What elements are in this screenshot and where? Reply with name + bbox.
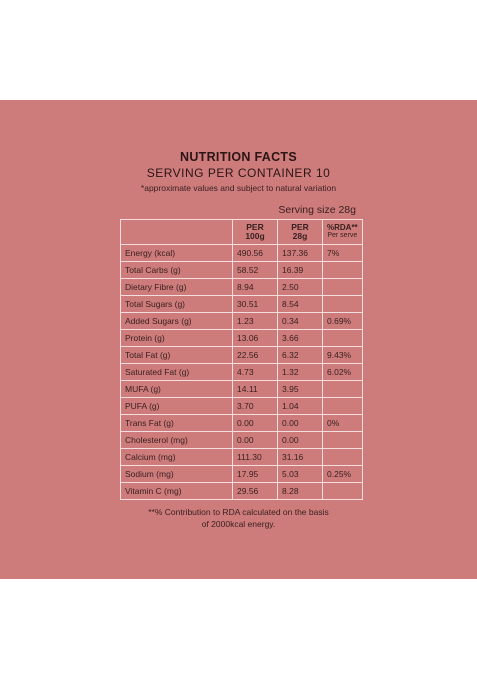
value-per-28g: 8.28 — [277, 482, 323, 500]
table-row: MUFA (g) 14.11 3.95 — [120, 380, 363, 398]
value-per-28g: 3.66 — [277, 329, 323, 347]
value-per-28g: 31.16 — [277, 448, 323, 466]
rda-footnote: **% Contribution to RDA calculated on th… — [0, 506, 477, 530]
value-rda — [322, 482, 363, 500]
nutrient-name: Calcium (mg) — [120, 448, 233, 466]
table-row: Sodium (mg) 17.95 5.03 0.25% — [120, 465, 363, 483]
table-row: Dietary Fibre (g) 8.94 2.50 — [120, 278, 363, 296]
nutrition-table: PER 100g PER 28g %RDA** Per serve Energy… — [120, 219, 363, 500]
nutrient-name: Added Sugars (g) — [120, 312, 233, 330]
table-row: Protein (g) 13.06 3.66 — [120, 329, 363, 347]
value-rda: 0% — [322, 414, 363, 432]
value-per-100g: 29.56 — [232, 482, 278, 500]
header-per-100g-line1: PER — [246, 222, 264, 232]
value-rda — [322, 261, 363, 279]
header-rda-line1: %RDA** — [327, 223, 358, 232]
value-per-100g: 30.51 — [232, 295, 278, 313]
table-row: PUFA (g) 3.70 1.04 — [120, 397, 363, 415]
value-per-28g: 3.95 — [277, 380, 323, 398]
value-per-28g: 5.03 — [277, 465, 323, 483]
value-rda: 0.25% — [322, 465, 363, 483]
value-rda — [322, 448, 363, 466]
table-row: Added Sugars (g) 1.23 0.34 0.69% — [120, 312, 363, 330]
value-per-100g: 0.00 — [232, 414, 278, 432]
header-per-100g: PER 100g — [232, 219, 278, 245]
value-per-28g: 16.39 — [277, 261, 323, 279]
table-header-row: PER 100g PER 28g %RDA** Per serve — [120, 219, 363, 245]
table-row: Energy (kcal) 490.56 137.36 7% — [120, 244, 363, 262]
nutrient-name: Total Carbs (g) — [120, 261, 233, 279]
value-per-28g: 1.04 — [277, 397, 323, 415]
header-nutrient — [120, 219, 233, 245]
table-row: Trans Fat (g) 0.00 0.00 0% — [120, 414, 363, 432]
value-per-28g: 0.34 — [277, 312, 323, 330]
value-rda — [322, 295, 363, 313]
header-per-100g-line2: 100g — [245, 231, 265, 241]
value-per-100g: 3.70 — [232, 397, 278, 415]
value-per-100g: 14.11 — [232, 380, 278, 398]
value-per-28g: 2.50 — [277, 278, 323, 296]
table-row: Vitamin C (mg) 29.56 8.28 — [120, 482, 363, 500]
value-per-28g: 137.36 — [277, 244, 323, 262]
nutrient-name: Trans Fat (g) — [120, 414, 233, 432]
header-rda-line2: Per serve — [327, 232, 358, 239]
table-row: Total Sugars (g) 30.51 8.54 — [120, 295, 363, 313]
value-per-28g: 8.54 — [277, 295, 323, 313]
value-per-28g: 6.32 — [277, 346, 323, 364]
value-rda — [322, 380, 363, 398]
value-per-28g: 0.00 — [277, 414, 323, 432]
value-per-100g: 1.23 — [232, 312, 278, 330]
value-per-100g: 22.56 — [232, 346, 278, 364]
panel-title: NUTRITION FACTS — [180, 150, 297, 164]
value-per-100g: 8.94 — [232, 278, 278, 296]
nutrient-name: MUFA (g) — [120, 380, 233, 398]
nutrient-name: Saturated Fat (g) — [120, 363, 233, 381]
nutrient-name: Protein (g) — [120, 329, 233, 347]
table-row: Calcium (mg) 111.30 31.16 — [120, 448, 363, 466]
nutrient-name: Total Fat (g) — [120, 346, 233, 364]
table-row: Total Fat (g) 22.56 6.32 9.43% — [120, 346, 363, 364]
value-rda — [322, 329, 363, 347]
servings-per-container: SERVING PER CONTAINER 10 — [146, 166, 331, 180]
header-per-28g: PER 28g — [277, 219, 323, 245]
value-per-100g: 4.73 — [232, 363, 278, 381]
header-per-28g-line2: 28g — [292, 231, 308, 241]
value-rda: 7% — [322, 244, 363, 262]
rda-footnote-line1: **% Contribution to RDA calculated on th… — [148, 507, 329, 517]
header-per-28g-line1: PER — [291, 222, 309, 232]
nutrient-name: Total Sugars (g) — [120, 295, 233, 313]
value-rda: 0.69% — [322, 312, 363, 330]
table-row: Saturated Fat (g) 4.73 1.32 6.02% — [120, 363, 363, 381]
value-per-28g: 0.00 — [277, 431, 323, 449]
serving-size: Serving size 28g — [278, 204, 356, 216]
nutrient-name: Sodium (mg) — [120, 465, 233, 483]
nutrient-name: Energy (kcal) — [120, 244, 233, 262]
table-row: Cholesterol (mg) 0.00 0.00 — [120, 431, 363, 449]
value-per-100g: 17.95 — [232, 465, 278, 483]
table-row: Total Carbs (g) 58.52 16.39 — [120, 261, 363, 279]
approximation-note: *approximate values and subject to natur… — [140, 183, 337, 193]
nutrition-panel: NUTRITION FACTS SERVING PER CONTAINER 10… — [0, 100, 477, 579]
value-per-100g: 0.00 — [232, 431, 278, 449]
value-rda: 6.02% — [322, 363, 363, 381]
value-per-28g: 1.32 — [277, 363, 323, 381]
rda-footnote-line2: of 2000kcal energy. — [201, 519, 276, 529]
value-rda — [322, 278, 363, 296]
value-rda: 9.43% — [322, 346, 363, 364]
value-per-100g: 13.06 — [232, 329, 278, 347]
value-rda — [322, 431, 363, 449]
nutrient-name: Dietary Fibre (g) — [120, 278, 233, 296]
header-rda: %RDA** Per serve — [322, 219, 363, 245]
value-per-100g: 490.56 — [232, 244, 278, 262]
nutrient-name: PUFA (g) — [120, 397, 233, 415]
value-rda — [322, 397, 363, 415]
value-per-100g: 111.30 — [232, 448, 278, 466]
nutrient-name: Vitamin C (mg) — [120, 482, 233, 500]
nutrient-name: Cholesterol (mg) — [120, 431, 233, 449]
value-per-100g: 58.52 — [232, 261, 278, 279]
